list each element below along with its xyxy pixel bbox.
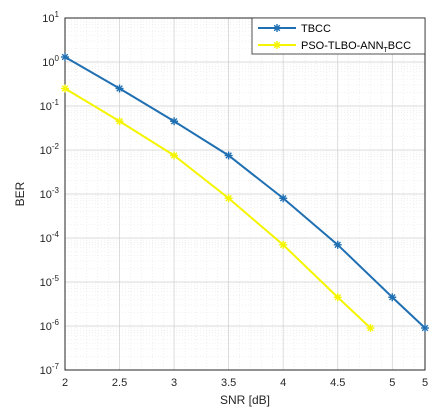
marker-stroke (279, 194, 287, 202)
marker-stroke (388, 293, 396, 301)
y-tick-label: 10-1 (40, 98, 60, 113)
y-tick-label: 100 (42, 54, 59, 69)
x-tick-label: 3 (171, 377, 177, 389)
x-tick-label: 4 (280, 377, 286, 389)
data-point (273, 41, 281, 49)
y-axis-ticks: 101 100 10-1 10-2 10-3 10-4 10-5 10-6 10-7 (40, 10, 60, 377)
marker-stroke (273, 41, 281, 49)
data-point (333, 240, 342, 249)
legend: TBCC PSO-TLBO-ANNTBCC (251, 17, 426, 55)
minor-grid (64, 18, 425, 370)
data-point (366, 324, 375, 333)
x-tick-label: 2 (62, 377, 68, 389)
plot-frame (64, 17, 426, 371)
y-tick-label: 10-6 (40, 318, 60, 333)
data-point (115, 117, 124, 126)
data-point (279, 240, 288, 249)
marker-stroke (116, 85, 123, 92)
data-point (279, 194, 288, 203)
x-tick-label: 5 (389, 377, 395, 389)
marker-stroke (61, 53, 69, 61)
data-point (170, 117, 179, 126)
x-tick-label: 4.5 (330, 377, 345, 389)
marker-stroke (170, 152, 178, 159)
x-tick-label: 5 (422, 377, 428, 389)
y-tick-label: 10-2 (40, 142, 60, 157)
x-tick-label: 3.5 (221, 377, 236, 389)
legend-label: PSO-TLBO-ANNTBCC (301, 40, 411, 54)
marker-stroke (61, 85, 69, 92)
marker-stroke (334, 293, 342, 301)
x-tick-label: 2.5 (112, 377, 127, 389)
series-layer (61, 52, 429, 333)
data-point (273, 24, 281, 32)
x-axis-ticks: 2 2.5 3 3.5 4 4.5 5 5 (62, 377, 428, 389)
legend-box (251, 17, 426, 55)
marker-stroke (421, 324, 429, 332)
y-tick-label: 10-4 (40, 230, 60, 245)
legend-label: TBCC (301, 23, 331, 35)
data-point (61, 52, 69, 61)
data-point (115, 84, 124, 93)
marker-stroke (225, 194, 232, 202)
y-tick-label: 10-7 (40, 362, 60, 377)
data-point (170, 151, 179, 160)
y-tick-label: 10-3 (40, 186, 60, 201)
series-line-tbcc (64, 56, 426, 329)
marker-stroke (225, 152, 232, 159)
marker-stroke (273, 24, 281, 32)
data-point (61, 84, 69, 93)
data-point (333, 293, 342, 302)
y-tick-label: 101 (42, 10, 59, 25)
y-tick-label: 10-5 (40, 274, 60, 289)
data-point (224, 151, 233, 160)
marker-stroke (334, 241, 342, 249)
y-axis-label: BER (13, 181, 27, 206)
x-axis-label: SNR [dB] (220, 393, 270, 407)
marker-stroke (279, 241, 287, 249)
marker-stroke (170, 117, 178, 125)
marker-stroke (367, 324, 374, 332)
data-point (388, 293, 397, 302)
data-point (421, 324, 429, 333)
marker-stroke (116, 117, 123, 125)
data-point (224, 194, 233, 203)
